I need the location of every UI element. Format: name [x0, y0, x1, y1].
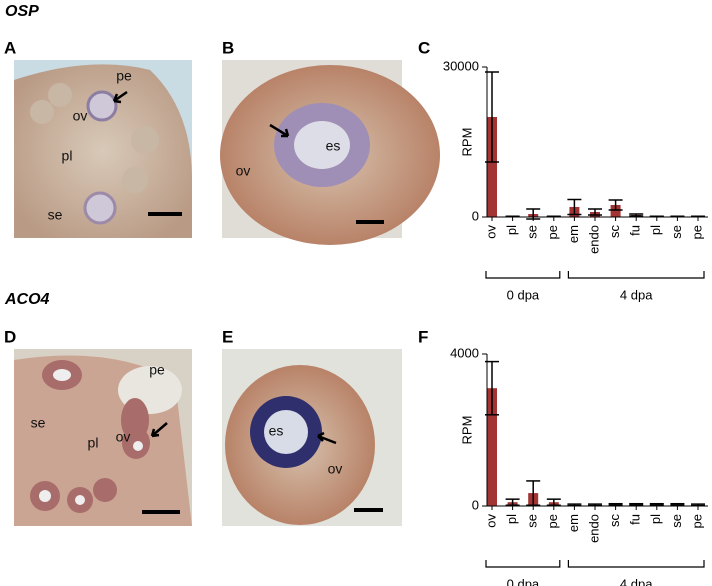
x-tick-label: endo	[586, 225, 601, 254]
tissue-label: pe	[149, 362, 165, 378]
y-axis-label: RPM	[459, 416, 474, 445]
tissue-label: pe	[116, 68, 132, 84]
x-tick-label: se	[669, 514, 684, 528]
tissue-label: ov	[236, 163, 251, 179]
tissue-label: ov	[73, 108, 88, 124]
x-tick-label: pl	[648, 514, 663, 524]
panel-letter: E	[222, 327, 233, 346]
gene-name: ACO4	[4, 291, 50, 308]
panel-letter: F	[418, 327, 428, 346]
x-tick-label: endo	[586, 514, 601, 543]
bar	[610, 205, 621, 217]
gene-name: OSP	[5, 3, 39, 20]
x-tick-label: se	[669, 225, 684, 239]
x-tick-label: fu	[628, 514, 643, 525]
x-tick-label: pe	[545, 225, 560, 239]
group-label: 4 dpa	[620, 576, 653, 586]
x-tick-label: sc	[607, 225, 622, 239]
micrograph-b	[220, 60, 440, 245]
tissue-label: es	[326, 138, 341, 154]
tissue-label: ov	[116, 429, 131, 445]
x-tick-label: pl	[504, 225, 519, 235]
micrograph-a	[14, 60, 192, 238]
tissue-label: se	[48, 207, 63, 223]
bar	[487, 117, 497, 217]
tissue-label: es	[269, 423, 284, 439]
x-tick-label: fu	[628, 225, 643, 236]
x-tick-label: pl	[504, 514, 519, 524]
x-tick-label: sc	[607, 514, 622, 528]
tissue-label: ov	[328, 461, 343, 477]
panel-letter: C	[418, 38, 430, 57]
x-tick-label: ov	[483, 514, 498, 528]
micrograph-e	[222, 349, 402, 526]
x-tick-label: ov	[483, 225, 498, 239]
panel-letter: D	[4, 327, 16, 346]
tissue-label: pl	[88, 435, 99, 451]
tissue-label: pl	[62, 148, 73, 164]
group-bracket	[567, 271, 705, 279]
panel-letter: A	[4, 38, 16, 57]
group-label: 4 dpa	[620, 287, 653, 302]
x-tick-label: pe	[689, 225, 704, 239]
panel-letter: B	[222, 38, 234, 57]
x-tick-label: pe	[545, 514, 560, 528]
group-bracket	[485, 560, 561, 568]
group-bracket	[567, 560, 705, 568]
group-label: 0 dpa	[507, 576, 540, 586]
y-axis-label: RPM	[459, 128, 474, 157]
x-tick-label: pe	[689, 514, 704, 528]
micrograph-d	[14, 349, 192, 526]
x-tick-label: em	[566, 225, 581, 243]
y-tick-label: 4000	[450, 345, 479, 360]
x-tick-label: em	[566, 514, 581, 532]
group-label: 0 dpa	[507, 287, 540, 302]
bar	[487, 388, 497, 506]
x-tick-label: se	[525, 514, 540, 528]
y-tick-label: 0	[472, 208, 479, 223]
x-tick-label: pl	[648, 225, 663, 235]
y-tick-label: 0	[472, 497, 479, 512]
x-tick-label: se	[525, 225, 540, 239]
y-tick-label: 30000	[443, 58, 479, 73]
tissue-label: se	[31, 415, 46, 431]
group-bracket	[485, 271, 561, 279]
